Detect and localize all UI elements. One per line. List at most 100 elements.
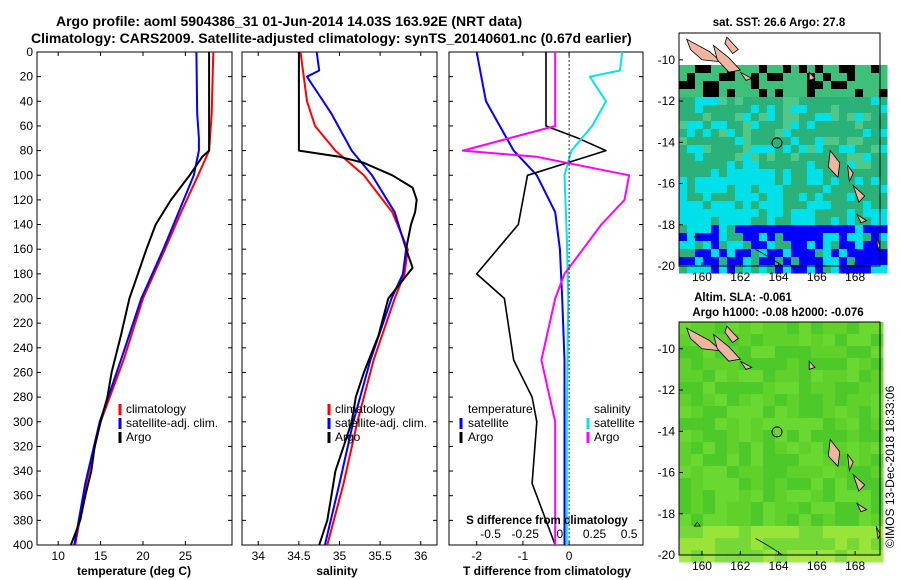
sla-cell xyxy=(775,514,788,527)
sla-cell xyxy=(691,346,704,359)
sst-cell xyxy=(879,105,888,114)
sst-cell xyxy=(743,177,752,186)
sla-cell xyxy=(691,550,704,563)
sst-cell xyxy=(839,137,848,146)
sla-cell xyxy=(739,538,752,551)
sst-cell xyxy=(767,257,776,266)
sst-cell xyxy=(847,121,856,130)
sla-cell xyxy=(835,334,848,347)
lon-tick-label: 162 xyxy=(730,559,750,573)
sst-cell xyxy=(743,89,752,98)
sla-cell xyxy=(847,538,860,551)
sst-cell xyxy=(879,33,888,42)
sst-cell xyxy=(751,177,760,186)
difference-legend: temperature satellite Argo salinity sate… xyxy=(459,402,635,444)
sst-cell xyxy=(703,225,712,234)
sst-cell xyxy=(831,137,840,146)
sst-cell xyxy=(863,249,872,258)
sst-cell xyxy=(759,201,768,210)
sst-cell xyxy=(815,177,824,186)
sst-cell xyxy=(863,105,872,114)
sst-cell xyxy=(815,121,824,130)
sla-cell xyxy=(775,406,788,419)
sst-cell xyxy=(799,249,808,258)
sla-cell xyxy=(763,514,776,527)
sst-cell xyxy=(783,105,792,114)
sla-cell xyxy=(739,454,752,467)
sst-cell xyxy=(831,217,840,226)
sst-cell xyxy=(735,97,744,106)
sst-cell xyxy=(727,257,736,266)
sst-cell xyxy=(855,177,864,186)
sla-cell xyxy=(835,322,848,335)
sst-cell xyxy=(831,209,840,218)
sst-cell xyxy=(871,105,880,114)
sst-cell xyxy=(743,81,752,90)
sla-cell xyxy=(715,466,728,479)
sst-cell xyxy=(807,137,816,146)
sst-cell xyxy=(719,257,728,266)
sla-cell xyxy=(811,442,824,455)
sst-cell xyxy=(727,153,736,162)
sst-cell xyxy=(711,153,720,162)
sst-cell xyxy=(759,97,768,106)
sla-cell xyxy=(847,346,860,359)
sst-cell xyxy=(735,241,744,250)
sst-cell xyxy=(743,233,752,242)
sst-cell xyxy=(855,217,864,226)
sst-cell xyxy=(759,249,768,258)
sst-cell xyxy=(855,89,864,98)
sst-cell xyxy=(679,89,688,98)
sst-cell xyxy=(711,97,720,106)
sst-cell xyxy=(863,257,872,266)
sst-cell xyxy=(711,193,720,202)
legend-t-satellite-label: satellite xyxy=(468,416,509,430)
sst-cell xyxy=(751,169,760,178)
sla-cell xyxy=(763,334,776,347)
sla-cell xyxy=(787,514,800,527)
sst-cell xyxy=(871,153,880,162)
sst-cell xyxy=(719,41,728,50)
sla-cell xyxy=(715,514,728,527)
y-tick-label: 140 xyxy=(13,218,33,232)
sst-cell xyxy=(703,81,712,90)
sst-cell xyxy=(783,65,792,74)
sst-cell xyxy=(863,113,872,122)
sst-cell xyxy=(855,33,864,42)
x-tick-label: 20 xyxy=(136,549,150,563)
sst-cell xyxy=(847,137,856,146)
sla-cell xyxy=(703,502,716,515)
y-tick-label: 40 xyxy=(20,94,34,108)
s-difference-axis-label: S difference from climatology xyxy=(466,515,628,527)
sst-cell xyxy=(855,225,864,234)
sst-cell xyxy=(847,265,856,274)
sst-cell xyxy=(831,81,840,90)
sst-cell xyxy=(751,137,760,146)
sst-cell xyxy=(751,193,760,202)
sst-cell xyxy=(767,177,776,186)
sst-cell xyxy=(839,201,848,210)
sla-cell xyxy=(691,322,704,335)
sst-cell xyxy=(807,41,816,50)
sst-cell xyxy=(679,217,688,226)
sst-cell xyxy=(711,81,720,90)
sst-cell xyxy=(687,241,696,250)
sst-cell xyxy=(703,265,712,274)
sla-cell xyxy=(763,382,776,395)
sla-cell xyxy=(703,478,716,491)
sst-cell xyxy=(775,97,784,106)
sla-cell xyxy=(727,526,740,539)
sla-cell xyxy=(871,490,884,503)
sst-cell xyxy=(831,105,840,114)
sst-cell xyxy=(735,49,744,58)
sst-cell xyxy=(831,201,840,210)
sst-cell xyxy=(799,105,808,114)
sst-cell xyxy=(727,217,736,226)
sst-cell xyxy=(839,105,848,114)
sst-cell xyxy=(711,145,720,154)
sst-cell xyxy=(839,241,848,250)
sst-cell xyxy=(711,33,720,42)
sst-cell xyxy=(847,33,856,42)
sla-cell xyxy=(679,334,692,347)
sst-cell xyxy=(695,265,704,274)
